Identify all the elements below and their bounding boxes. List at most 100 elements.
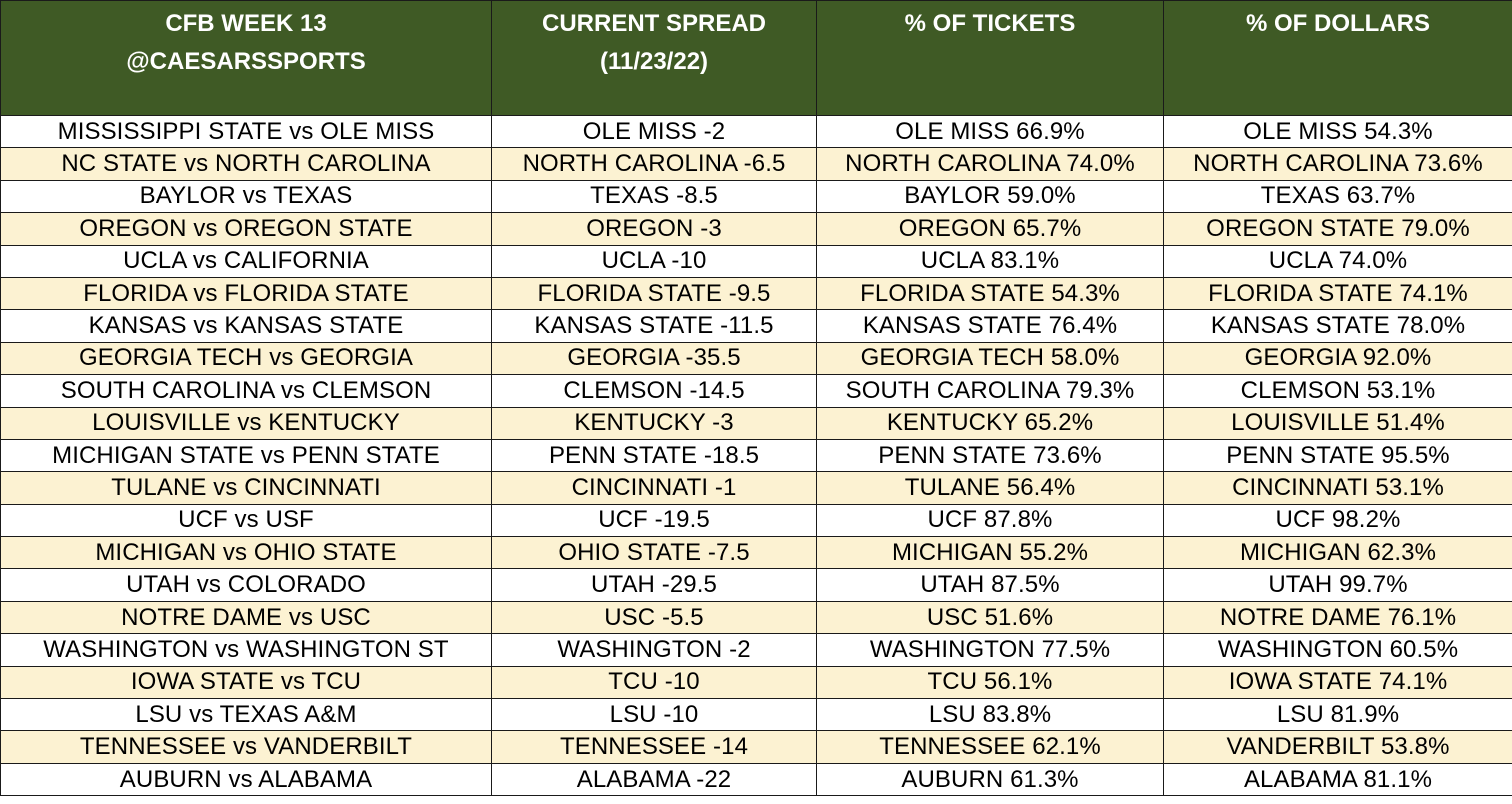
matchup-cell: UCF vs USF: [0, 503, 492, 538]
tickets-cell: TULANE 56.4%: [816, 471, 1164, 505]
spread-cell: CINCINNATI -1: [491, 471, 817, 505]
dollars-cell: KANSAS STATE 78.0%: [1163, 309, 1512, 343]
dollars-cell: UTAH 99.7%: [1163, 568, 1512, 602]
matchup-cell: TULANE vs CINCINNATI: [0, 471, 492, 505]
header-source-handle: @CAESARSSPORTS: [126, 48, 366, 75]
table-row: SOUTH CAROLINA vs CLEMSON CLEMSON -14.5 SO…: [0, 374, 1512, 408]
spread-cell: OLE MISS -2: [491, 114, 817, 149]
spread-cell: UCF -19.5: [491, 503, 817, 538]
table-row: UCLA vs CALIFORNIA UCLA -10 UCLA 83.1% UCLA…: [0, 244, 1512, 278]
dollars-cell: IOWA STATE 74.1%: [1163, 665, 1512, 700]
table-row: BAYLOR vs TEXAS TEXAS -8.5 BAYLOR 59.0% TEX…: [0, 179, 1512, 214]
dollars-cell: ALABAMA 81.1%: [1163, 762, 1512, 797]
spread-cell: NORTH CAROLINA -6.5: [491, 147, 817, 181]
dollars-cell: MICHIGAN 62.3%: [1163, 536, 1512, 570]
header-title: CFB WEEK 13: [165, 10, 327, 37]
header-tickets-label: % OF TICKETS: [904, 10, 1076, 37]
table-row: MISSISSIPPI STATE vs OLE MISS OLE MISS -2…: [0, 114, 1512, 149]
header-pct-dollars: % OF DOLLARS: [1163, 0, 1512, 116]
spread-cell: KENTUCKY -3: [491, 406, 817, 440]
matchup-cell: IOWA STATE vs TCU: [0, 665, 492, 700]
dollars-cell: CINCINNATI 53.1%: [1163, 471, 1512, 505]
spread-cell: TENNESSEE -14: [491, 730, 817, 764]
spread-cell: UCLA -10: [491, 244, 817, 278]
matchup-cell: SOUTH CAROLINA vs CLEMSON: [0, 374, 492, 408]
spread-cell: ALABAMA -22: [491, 762, 817, 797]
table-header: CFB WEEK 13 @CAESARSSPORTS CURRENT SPREA…: [0, 0, 1512, 116]
spread-cell: USC -5.5: [491, 600, 817, 635]
spread-cell: KANSAS STATE -11.5: [491, 309, 817, 343]
dollars-cell: OLE MISS 54.3%: [1163, 114, 1512, 149]
table-row: UCF vs USF UCF -19.5 UCF 87.8% UCF 98.2%: [0, 503, 1512, 538]
table-row: OREGON vs OREGON STATE OREGON -3 OREGON 65…: [0, 212, 1512, 246]
header-spread-date: (11/23/22): [599, 48, 709, 75]
matchup-cell: NC STATE vs NORTH CAROLINA: [0, 147, 492, 181]
dollars-cell: VANDERBILT 53.8%: [1163, 730, 1512, 764]
header-matchup: CFB WEEK 13 @CAESARSSPORTS: [0, 0, 492, 116]
table-row: TULANE vs CINCINNATI CINCINNATI -1 TULANE …: [0, 471, 1512, 505]
dollars-cell: NOTRE DAME 76.1%: [1163, 600, 1512, 635]
dollars-cell: LSU 81.9%: [1163, 698, 1512, 732]
dollars-cell: WASHINGTON 60.5%: [1163, 633, 1512, 667]
matchup-cell: NOTRE DAME vs USC: [0, 600, 492, 635]
tickets-cell: UCLA 83.1%: [816, 244, 1164, 278]
header-current-spread: CURRENT SPREAD (11/23/22): [491, 0, 817, 116]
dollars-cell: OREGON STATE 79.0%: [1163, 212, 1512, 246]
table-row: NOTRE DAME vs USC USC -5.5 USC 51.6% NOTRE …: [0, 600, 1512, 635]
matchup-cell: UCLA vs CALIFORNIA: [0, 244, 492, 278]
table-row: UTAH vs COLORADO UTAH -29.5 UTAH 87.5% UTAH…: [0, 568, 1512, 602]
header-pct-tickets: % OF TICKETS: [816, 0, 1164, 116]
table-row: FLORIDA vs FLORIDA STATE FLORIDA STATE -9…: [0, 276, 1512, 311]
spread-cell: FLORIDA STATE -9.5: [491, 276, 817, 311]
tickets-cell: UCF 87.8%: [816, 503, 1164, 538]
tickets-cell: UTAH 87.5%: [816, 568, 1164, 602]
dollars-cell: UCLA 74.0%: [1163, 244, 1512, 278]
table-row: AUBURN vs ALABAMA ALABAMA -22 AUBURN 61.3%…: [0, 762, 1512, 797]
tickets-cell: OLE MISS 66.9%: [816, 114, 1164, 149]
tickets-cell: FLORIDA STATE 54.3%: [816, 276, 1164, 311]
spread-cell: LSU -10: [491, 698, 817, 732]
matchup-cell: GEORGIA TECH vs GEORGIA: [0, 341, 492, 376]
matchup-cell: KANSAS vs KANSAS STATE: [0, 309, 492, 343]
matchup-cell: BAYLOR vs TEXAS: [0, 179, 492, 214]
tickets-cell: TENNESSEE 62.1%: [816, 730, 1164, 764]
tickets-cell: OREGON 65.7%: [816, 212, 1164, 246]
tickets-cell: MICHIGAN 55.2%: [816, 536, 1164, 570]
spread-cell: TEXAS -8.5: [491, 179, 817, 214]
matchup-cell: MICHIGAN vs OHIO STATE: [0, 536, 492, 570]
tickets-cell: KENTUCKY 65.2%: [816, 406, 1164, 440]
tickets-cell: WASHINGTON 77.5%: [816, 633, 1164, 667]
spread-cell: PENN STATE -18.5: [491, 438, 817, 473]
spread-cell: OHIO STATE -7.5: [491, 536, 817, 570]
matchup-cell: UTAH vs COLORADO: [0, 568, 492, 602]
tickets-cell: KANSAS STATE 76.4%: [816, 309, 1164, 343]
matchup-cell: AUBURN vs ALABAMA: [0, 762, 492, 797]
table-row: MICHIGAN vs OHIO STATE OHIO STATE -7.5 MIC…: [0, 536, 1512, 570]
dollars-cell: UCF 98.2%: [1163, 503, 1512, 538]
dollars-cell: PENN STATE 95.5%: [1163, 438, 1512, 473]
header-dollars-label: % OF DOLLARS: [1246, 10, 1430, 37]
dollars-cell: FLORIDA STATE 74.1%: [1163, 276, 1512, 311]
tickets-cell: TCU 56.1%: [816, 665, 1164, 700]
header-spread-label: CURRENT SPREAD: [541, 10, 766, 37]
table-row: GEORGIA TECH vs GEORGIA GEORGIA -35.5 GEOR…: [0, 341, 1512, 376]
spread-cell: GEORGIA -35.5: [491, 341, 817, 376]
spread-cell: CLEMSON -14.5: [491, 374, 817, 408]
dollars-cell: CLEMSON 53.1%: [1163, 374, 1512, 408]
matchup-cell: OREGON vs OREGON STATE: [0, 212, 492, 246]
table-body: MISSISSIPPI STATE vs OLE MISS OLE MISS -2…: [0, 114, 1512, 797]
tickets-cell: GEORGIA TECH 58.0%: [816, 341, 1164, 376]
matchup-cell: MISSISSIPPI STATE vs OLE MISS: [0, 114, 492, 149]
matchup-cell: LSU vs TEXAS A&M: [0, 698, 492, 732]
matchup-cell: WASHINGTON vs WASHINGTON ST: [0, 633, 492, 667]
table-row: WASHINGTON vs WASHINGTON ST WASHINGTON -2…: [0, 633, 1512, 667]
tickets-cell: PENN STATE 73.6%: [816, 438, 1164, 473]
matchup-cell: LOUISVILLE vs KENTUCKY: [0, 406, 492, 440]
table-row: MICHIGAN STATE vs PENN STATE PENN STATE -…: [0, 438, 1512, 473]
table-row: TENNESSEE vs VANDERBILT TENNESSEE -14 TENN…: [0, 730, 1512, 764]
spread-cell: TCU -10: [491, 665, 817, 700]
dollars-cell: GEORGIA 92.0%: [1163, 341, 1512, 376]
matchup-cell: FLORIDA vs FLORIDA STATE: [0, 276, 492, 311]
header-row: CFB WEEK 13 @CAESARSSPORTS CURRENT SPREA…: [0, 0, 1512, 116]
